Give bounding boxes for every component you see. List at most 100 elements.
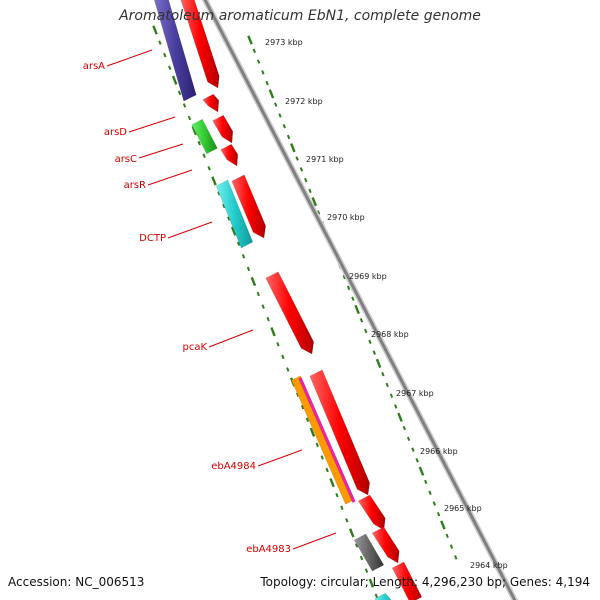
inner-tick	[256, 291, 260, 297]
kbp-label: 2965 kbp	[444, 504, 482, 513]
inner-tick	[177, 90, 182, 96]
outer-tick	[411, 447, 415, 452]
outer-tick	[316, 210, 321, 215]
arsC-forward-gene	[212, 114, 234, 144]
outer-tick	[428, 490, 432, 495]
gene-label-pcak: pcaK	[182, 342, 207, 353]
outer-tick	[454, 555, 458, 560]
inner-tick	[246, 266, 251, 272]
outer-tick	[265, 80, 269, 86]
outer-tick	[424, 479, 428, 485]
outer-tick	[354, 304, 360, 315]
gene-label-leader	[167, 221, 213, 239]
outer-tick	[445, 533, 449, 539]
inner-tick	[261, 304, 265, 309]
inner-tick	[340, 505, 344, 510]
inner-tick	[241, 254, 246, 259]
inner-tick	[300, 404, 305, 410]
arsA-inner-gene	[153, 0, 197, 102]
gene-label-dctp: DCTP	[139, 233, 166, 244]
inner-tick	[222, 203, 226, 209]
edge-forward-gene	[391, 561, 423, 600]
inner-tick	[266, 316, 270, 322]
gene-label-leader	[208, 329, 254, 348]
gene-label-eba4984: ebA4984	[211, 461, 256, 472]
outer-tick	[295, 156, 299, 161]
inner-tick	[276, 342, 280, 347]
gene-labels: arsA arsD arsC arsR DCTP pcaK ebA4984 ebA4983	[83, 61, 291, 555]
gene-label-eba4983: ebA4983	[246, 544, 291, 555]
inner-tick	[152, 25, 158, 35]
outer-tick	[282, 124, 286, 129]
edge-inner-gene	[374, 592, 392, 600]
outer-tick	[406, 436, 411, 442]
gene-label-leader	[292, 532, 337, 550]
outer-tick	[359, 318, 364, 323]
inner-tick	[217, 191, 221, 196]
outer-tick	[385, 382, 389, 388]
ebA4984-forward-gene	[309, 369, 370, 496]
outer-tick	[346, 285, 351, 291]
DCTP-inner-gene	[215, 179, 254, 249]
inner-tick	[315, 442, 319, 448]
backbone-line	[203, 0, 517, 600]
inner-tick	[202, 153, 206, 158]
outer-tick	[247, 35, 253, 45]
outer-tick	[290, 143, 296, 153]
kbp-label: 2968 kbp	[371, 330, 409, 339]
outer-tick	[449, 544, 454, 549]
outer-tick	[351, 296, 355, 301]
inner-tick	[286, 367, 290, 372]
inner-tick	[325, 467, 329, 473]
kbp-labels: 2973 kbp 2972 kbp 2971 kbp 2970 kbp 2969 kbp…	[265, 38, 508, 570]
ebA4984-inner-stripe	[298, 376, 356, 504]
inner-tick	[197, 140, 201, 146]
gene-label-arsr: arsR	[124, 180, 146, 191]
outer-tick	[389, 393, 394, 398]
inner-tick	[295, 392, 300, 397]
outer-tick	[342, 274, 346, 280]
kbp-label: 2964 kbp	[470, 561, 508, 570]
inner-tick	[374, 593, 378, 598]
gene-features	[153, 0, 423, 600]
inner-tick	[171, 75, 178, 85]
arsR-forward-gene	[220, 143, 239, 167]
kbp-label: 2967 kbp	[396, 389, 434, 398]
inner-tick	[227, 216, 231, 221]
inner-tick	[182, 103, 187, 108]
outer-tick	[308, 188, 312, 194]
kbp-label: 2973 kbp	[265, 38, 303, 47]
ebA4983-inner-gene	[353, 533, 385, 572]
gene-label-leader	[257, 449, 303, 467]
outer-tick	[440, 520, 446, 530]
inner-tick	[207, 166, 211, 171]
outer-tick	[268, 89, 275, 99]
outer-tick	[432, 501, 436, 506]
inner-tick	[335, 492, 339, 498]
outer-tick	[278, 113, 282, 118]
outer-tick-track	[247, 35, 458, 560]
inner-tick	[230, 226, 237, 236]
kbp-label: 2972 kbp	[285, 97, 323, 106]
DCTP-forward-gene	[231, 174, 266, 239]
genome-backbone	[201, 0, 519, 600]
inner-tick	[236, 241, 241, 246]
outer-tick	[418, 466, 425, 476]
outer-tick	[252, 48, 256, 54]
inner-tick	[187, 115, 192, 121]
inner-tick	[320, 455, 324, 460]
kbp-label: 2970 kbp	[327, 213, 365, 222]
ebA4983-forward-gene-1	[357, 494, 386, 531]
gene-label-leader	[147, 169, 193, 186]
outer-tick	[397, 412, 403, 422]
outer-tick	[261, 70, 265, 75]
accession-text: Accession: NC_006513	[8, 575, 145, 589]
inner-tick	[359, 555, 364, 561]
outer-tick	[286, 134, 291, 140]
outer-tick	[256, 59, 261, 64]
gene-label-arsc: arsC	[115, 154, 137, 165]
inner-tick	[168, 65, 172, 70]
inner-tick	[158, 40, 162, 45]
